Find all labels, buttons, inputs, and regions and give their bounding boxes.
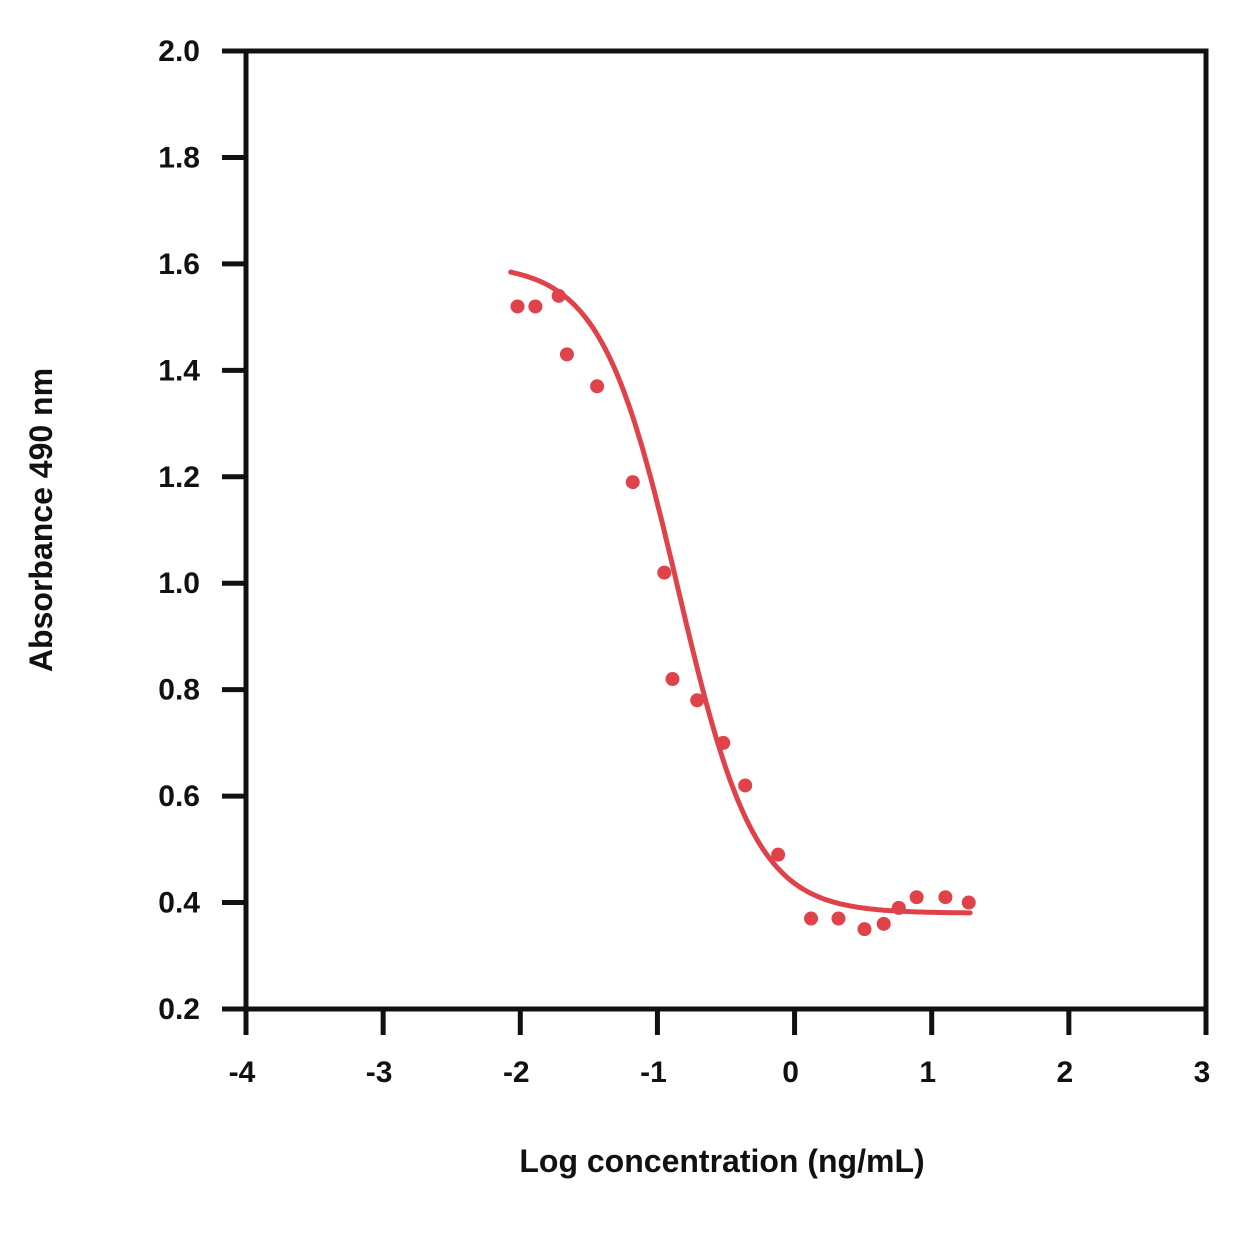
data-point <box>690 693 705 708</box>
x-tick-label: 2 <box>1057 1056 1074 1089</box>
data-point <box>528 299 543 314</box>
data-point <box>665 672 680 687</box>
data-point <box>590 379 605 394</box>
data-point <box>738 778 753 793</box>
data-points <box>510 288 976 937</box>
y-axis-title: Absorbance 490 nm <box>23 368 59 672</box>
data-point <box>876 916 891 931</box>
x-tick-label: -4 <box>229 1056 256 1089</box>
y-axis-ticks: 0.2 0.4 0.6 0.8 1.0 1.2 1.4 1.6 1.8 2.0 <box>158 35 246 1026</box>
data-point <box>551 288 566 303</box>
y-tick-label: 1.2 <box>158 461 200 494</box>
y-tick-label: 1.4 <box>158 354 200 387</box>
data-point <box>559 347 574 362</box>
data-point <box>831 911 846 926</box>
x-tick-label: -3 <box>366 1056 393 1089</box>
x-tick-label: 1 <box>919 1056 936 1089</box>
y-tick-label: 1.6 <box>158 248 200 281</box>
y-tick-label: 0.2 <box>158 993 200 1026</box>
data-point <box>857 922 872 937</box>
data-point <box>804 911 819 926</box>
x-axis-ticks: -4 -3 -2 -1 0 1 2 3 <box>229 1009 1211 1089</box>
x-tick-label: 3 <box>1194 1056 1211 1089</box>
data-point <box>938 890 953 905</box>
data-point <box>625 475 640 490</box>
y-tick-label: 1.0 <box>158 567 200 600</box>
x-axis-title: Log concentration (ng/mL) <box>519 1143 924 1179</box>
y-tick-label: 2.0 <box>158 35 200 68</box>
data-point <box>657 565 672 580</box>
y-tick-label: 0.6 <box>158 780 200 813</box>
data-point <box>716 735 731 750</box>
fit-curve <box>508 269 973 916</box>
x-tick-label: -1 <box>640 1056 667 1089</box>
y-tick-label: 0.8 <box>158 674 200 707</box>
x-tick-label: -2 <box>503 1056 530 1089</box>
data-point <box>510 299 525 314</box>
data-point <box>961 895 976 910</box>
data-point <box>909 890 924 905</box>
y-tick-label: 0.4 <box>158 887 200 920</box>
data-point <box>891 900 906 915</box>
y-tick-label: 1.8 <box>158 141 200 174</box>
plot-frame <box>243 48 1209 1012</box>
data-point <box>771 847 786 862</box>
x-tick-label: 0 <box>782 1056 799 1089</box>
